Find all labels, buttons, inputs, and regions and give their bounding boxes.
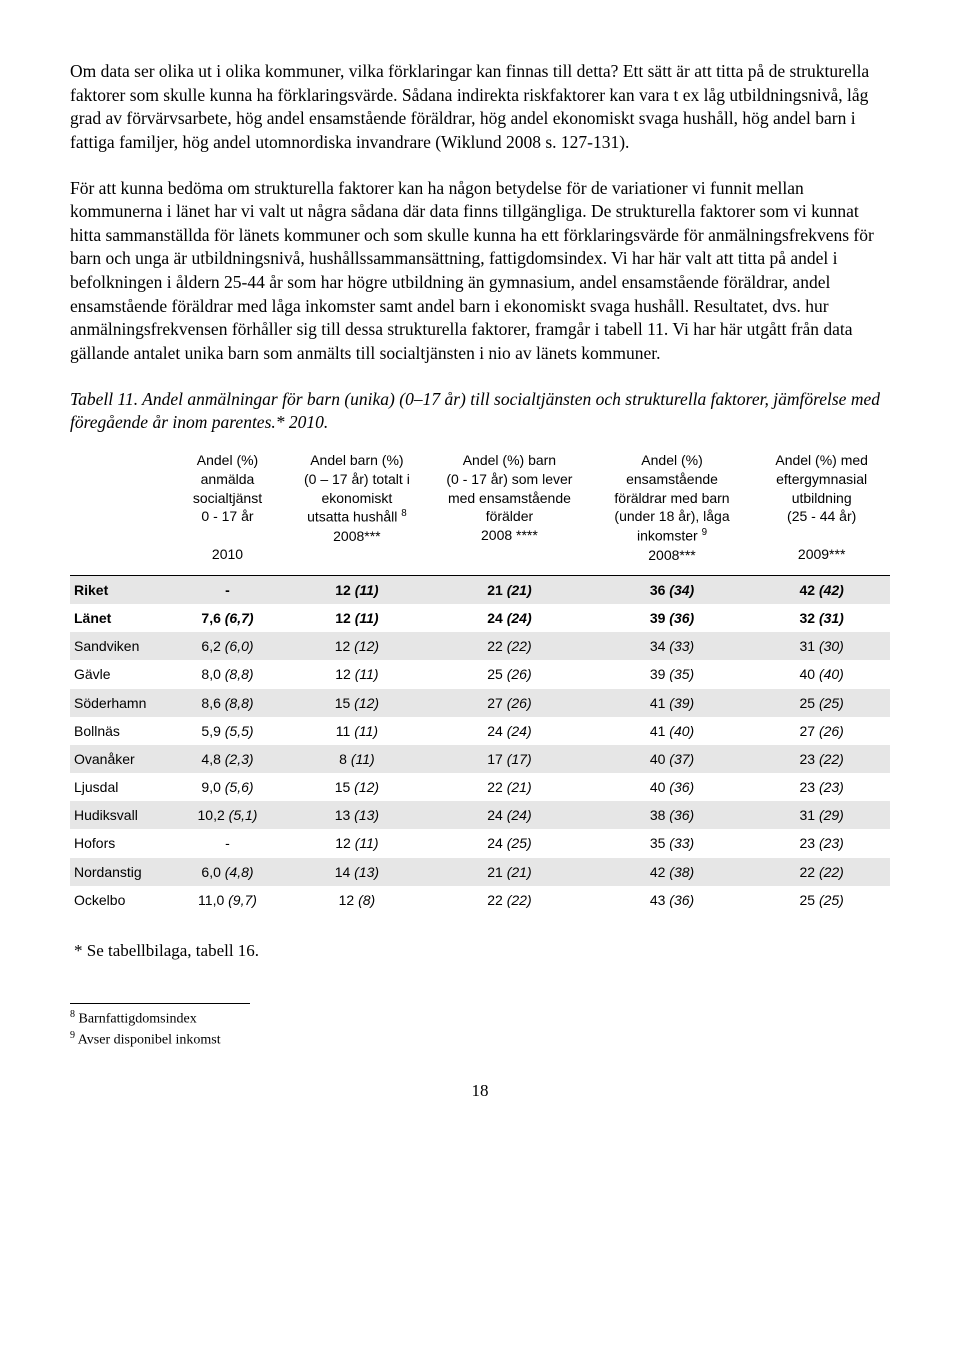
table-row: Nordanstig6,0 (4,8)14 (13)21 (21)42 (38)… [70,858,890,886]
table-cell: 40 (36) [591,773,754,801]
table-cell: 24 (24) [428,801,591,829]
table-cell: 12 (11) [286,660,428,688]
table-cell: 22 (21) [428,773,591,801]
row-label: Gävle [70,660,169,688]
row-label: Ockelbo [70,886,169,914]
table-cell: 8,6 (8,8) [169,689,285,717]
table-row: Länet7,6 (6,7)12 (11)24 (24)39 (36)32 (3… [70,604,890,632]
table-cell: 21 (21) [428,858,591,886]
table-row: Gävle8,0 (8,8)12 (11)25 (26)39 (35)40 (4… [70,660,890,688]
row-label: Söderhamn [70,689,169,717]
table-cell: 13 (13) [286,801,428,829]
table-footnote: * Se tabellbilaga, tabell 16. [74,940,890,963]
table-cell: 35 (33) [591,829,754,857]
table-cell: 17 (17) [428,745,591,773]
table-cell: 34 (33) [591,632,754,660]
table-row: Söderhamn8,6 (8,8)15 (12)27 (26)41 (39)2… [70,689,890,717]
table-cell: 12 (11) [286,575,428,604]
footnote-rule [70,1003,250,1004]
footnote-9: 9 Avser disponibel inkomst [70,1029,890,1050]
table-cell: 5,9 (5,5) [169,717,285,745]
table-cell: 12 (8) [286,886,428,914]
table-cell: 11,0 (9,7) [169,886,285,914]
row-label: Hudiksvall [70,801,169,829]
table-cell: 23 (23) [753,829,890,857]
table-cell: 4,8 (2,3) [169,745,285,773]
table-header-row: Andel (%)anmäldasocialtjänst0 - 17 år201… [70,445,890,576]
table-row: Ovanåker4,8 (2,3)8 (11)17 (17)40 (37)23 … [70,745,890,773]
footnote-8: 8 Barnfattigdomsindex [70,1008,890,1029]
table-caption: Tabell 11. Andel anmälningar för barn (u… [70,388,890,435]
table-body: Riket-12 (11)21 (21)36 (34)42 (42)Länet7… [70,575,890,914]
table-cell: 27 (26) [428,689,591,717]
table-cell: 15 (12) [286,689,428,717]
table-cell: 14 (13) [286,858,428,886]
table-cell: 8,0 (8,8) [169,660,285,688]
table-cell: 42 (42) [753,575,890,604]
table-cell: 40 (40) [753,660,890,688]
table-cell: 22 (22) [753,858,890,886]
table-cell: 39 (35) [591,660,754,688]
row-label: Ovanåker [70,745,169,773]
table-cell: 41 (39) [591,689,754,717]
table-cell: 9,0 (5,6) [169,773,285,801]
table-cell: 15 (12) [286,773,428,801]
table-row: Sandviken6,2 (6,0)12 (12)22 (22)34 (33)3… [70,632,890,660]
table-cell: 7,6 (6,7) [169,604,285,632]
table-cell: 43 (36) [591,886,754,914]
table-cell: 6,2 (6,0) [169,632,285,660]
table-row: Hofors-12 (11)24 (25)35 (33)23 (23) [70,829,890,857]
row-label: Riket [70,575,169,604]
table-row: Ljusdal9,0 (5,6)15 (12)22 (21)40 (36)23 … [70,773,890,801]
table-row: Riket-12 (11)21 (21)36 (34)42 (42) [70,575,890,604]
row-label: Bollnäs [70,717,169,745]
footnotes: 8 Barnfattigdomsindex 9 Avser disponibel… [70,1008,890,1051]
table-row: Hudiksvall10,2 (5,1)13 (13)24 (24)38 (36… [70,801,890,829]
table-cell: 24 (24) [428,604,591,632]
table-cell: 24 (24) [428,717,591,745]
table-cell: 41 (40) [591,717,754,745]
table-cell: 22 (22) [428,886,591,914]
table-cell: 12 (12) [286,632,428,660]
table-cell: 8 (11) [286,745,428,773]
table-cell: 23 (23) [753,773,890,801]
row-label: Hofors [70,829,169,857]
table-cell: 31 (30) [753,632,890,660]
table-cell: 25 (26) [428,660,591,688]
table-cell: 40 (37) [591,745,754,773]
table-cell: 22 (22) [428,632,591,660]
row-label: Sandviken [70,632,169,660]
table-cell: 27 (26) [753,717,890,745]
table-cell: - [169,829,285,857]
table-cell: 21 (21) [428,575,591,604]
table-cell: 25 (25) [753,886,890,914]
table-cell: 42 (38) [591,858,754,886]
paragraph-2: För att kunna bedöma om strukturella fak… [70,177,890,366]
table-cell: 10,2 (5,1) [169,801,285,829]
table-cell: 24 (25) [428,829,591,857]
table-row: Bollnäs5,9 (5,5)11 (11)24 (24)41 (40)27 … [70,717,890,745]
paragraph-1: Om data ser olika ut i olika kommuner, v… [70,60,890,155]
table-cell: 25 (25) [753,689,890,717]
page-number: 18 [70,1080,890,1103]
row-label: Ljusdal [70,773,169,801]
row-label: Nordanstig [70,858,169,886]
table-cell: 12 (11) [286,604,428,632]
table-cell: 36 (34) [591,575,754,604]
table-cell: 6,0 (4,8) [169,858,285,886]
table-11: Andel (%)anmäldasocialtjänst0 - 17 år201… [70,445,890,914]
table-cell: 23 (22) [753,745,890,773]
table-cell: 12 (11) [286,829,428,857]
table-cell: - [169,575,285,604]
table-cell: 31 (29) [753,801,890,829]
row-label: Länet [70,604,169,632]
table-row: Ockelbo11,0 (9,7)12 (8)22 (22)43 (36)25 … [70,886,890,914]
table-cell: 11 (11) [286,717,428,745]
table-cell: 38 (36) [591,801,754,829]
table-cell: 39 (36) [591,604,754,632]
table-cell: 32 (31) [753,604,890,632]
